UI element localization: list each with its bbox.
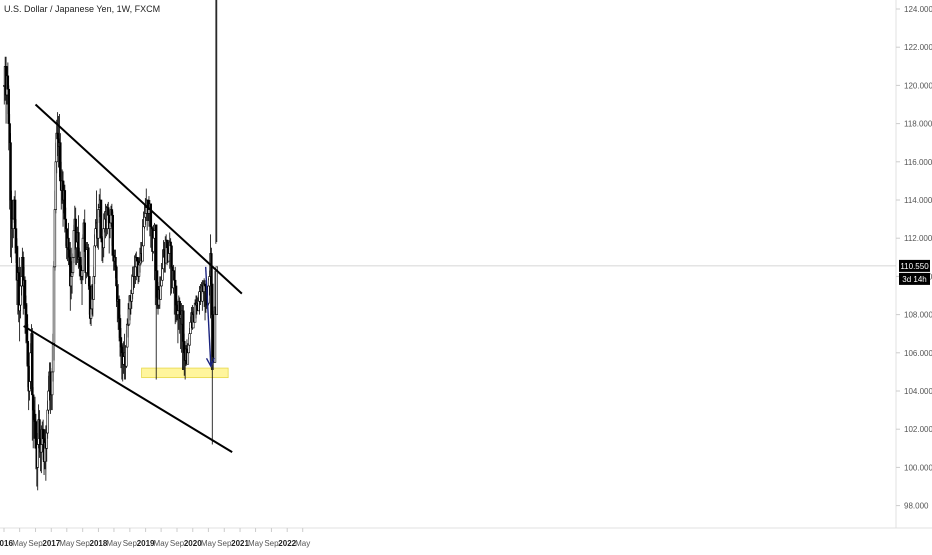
time-axis: 2016MaySep2017MaySep2018MaySep2019MaySep… xyxy=(0,528,310,548)
price-tags: 110.550 3d 14h xyxy=(899,259,930,285)
time-tick-label: May xyxy=(106,539,121,548)
price-tick-label: 102.000 xyxy=(904,425,932,434)
price-tick-label: 116.000 xyxy=(904,158,932,167)
price-tick-label: 98.000 xyxy=(904,502,929,511)
candles-layer xyxy=(3,0,218,491)
price-tick-label: 120.000 xyxy=(904,81,932,90)
time-tick-label: Sep xyxy=(264,539,279,548)
time-tick-label: 2016 xyxy=(0,539,13,548)
countdown-tag-label: 3d 14h xyxy=(902,275,926,284)
last-price-tag-label: 110.550 xyxy=(900,262,929,271)
candle-body-bullish xyxy=(141,245,144,262)
price-tick-label: 104.000 xyxy=(904,387,932,396)
candle-body-bullish xyxy=(215,266,218,315)
candle-body-bearish xyxy=(170,245,173,268)
time-tick-label: Sep xyxy=(217,539,232,548)
time-tick-label: May xyxy=(59,539,74,548)
time-tick-label: Sep xyxy=(76,539,91,548)
candle-body-bearish xyxy=(99,199,103,239)
candle-body-bullish xyxy=(53,209,57,268)
chart-title: U.S. Dollar / Japanese Yen, 1W, FXCM xyxy=(4,4,161,14)
price-axis: 124.000 122.000 120.000 118.000 116.000 114.0… xyxy=(896,5,932,511)
candle-body-bearish xyxy=(154,224,158,271)
candle-body-bearish xyxy=(31,333,34,396)
countdown-tag-bg xyxy=(899,272,930,285)
arrow-layer xyxy=(204,266,215,368)
candle-body-bullish xyxy=(93,245,96,277)
price-tick-label: 112.000 xyxy=(904,234,932,243)
time-tick-label: May xyxy=(201,539,216,548)
candle-body-bullish xyxy=(188,333,191,346)
last-price-tag-bg xyxy=(899,259,930,272)
projection-arrow-head xyxy=(205,357,215,368)
price-tick-label: 122.000 xyxy=(904,43,932,52)
time-tick-label: May xyxy=(295,539,310,548)
price-tick-label: 100.000 xyxy=(904,463,932,472)
candle-body-bullish xyxy=(161,268,164,281)
price-tick-label: 106.000 xyxy=(904,349,932,358)
candle-body-bullish xyxy=(213,306,217,363)
time-tick-label: 2020 xyxy=(184,539,202,548)
candle xyxy=(99,199,103,243)
channel-lower-trendline xyxy=(23,325,233,453)
candle-body-bullish xyxy=(186,352,190,365)
trendlines-layer xyxy=(23,103,243,453)
time-tick-label: May xyxy=(154,539,169,548)
time-tick-label: May xyxy=(12,539,27,548)
candle-body-bearish xyxy=(111,214,114,256)
candle-body-bullish xyxy=(52,266,56,344)
last-price-tag: 110.550 xyxy=(899,259,930,272)
candle xyxy=(215,0,218,315)
price-tick-label: 124.000 xyxy=(904,5,932,14)
time-tick-label: Sep xyxy=(123,539,138,548)
time-tick-label: Sep xyxy=(28,539,43,548)
projection-arrow-shaft xyxy=(204,266,212,367)
price-tick-label: 108.000 xyxy=(904,311,932,320)
candle-body-bullish xyxy=(125,346,128,367)
candle-body-bullish xyxy=(142,226,145,247)
time-tick-label: May xyxy=(248,539,263,548)
time-tick-label: Sep xyxy=(170,539,185,548)
candle-body-bearish xyxy=(87,247,90,277)
candle-body-bullish xyxy=(187,344,190,354)
candle-body-bearish xyxy=(169,241,172,247)
candle-body-bearish xyxy=(173,279,177,287)
candle-body-bullish xyxy=(159,285,162,300)
time-tick-label: 2022 xyxy=(278,539,296,548)
candle-body-bearish xyxy=(211,283,214,315)
price-tick-label: 118.000 xyxy=(904,120,932,129)
price-tick-label: 114.000 xyxy=(904,196,932,205)
time-tick-label: 2017 xyxy=(42,539,60,548)
candle-body-bullish xyxy=(160,279,163,287)
time-tick-label: 2019 xyxy=(137,539,155,548)
time-tick-label: 2018 xyxy=(90,539,108,548)
time-tick-label: 2021 xyxy=(231,539,249,548)
channel-upper-trendline xyxy=(34,103,243,295)
countdown-tag: 3d 14h xyxy=(899,272,930,285)
